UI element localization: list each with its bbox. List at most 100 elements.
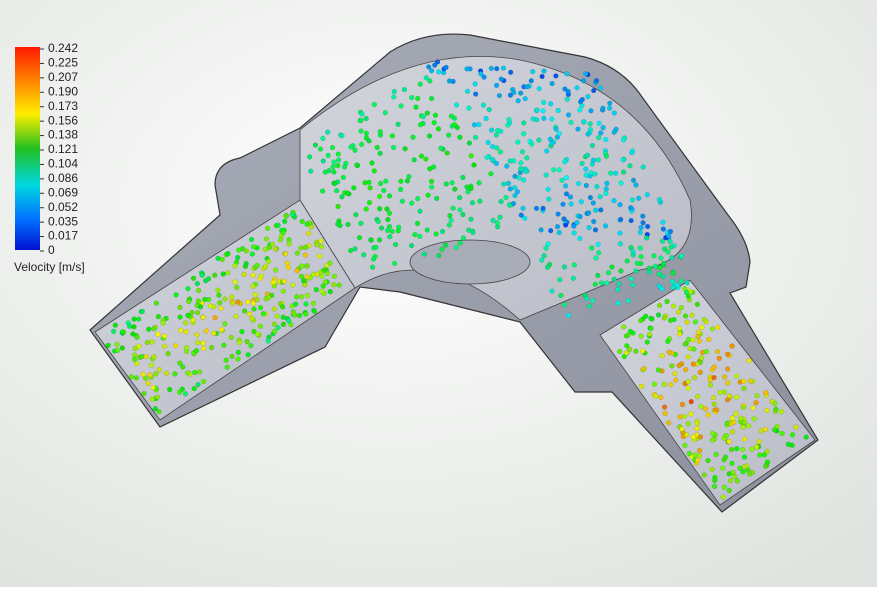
particle <box>694 420 700 426</box>
particle <box>640 220 646 226</box>
particle <box>638 318 644 324</box>
particle <box>722 454 729 460</box>
particle <box>515 139 521 145</box>
particle <box>596 120 602 126</box>
particle <box>460 212 466 218</box>
particle <box>508 69 514 75</box>
particle <box>222 321 228 327</box>
particle <box>489 127 495 133</box>
particle <box>271 306 277 312</box>
particle <box>723 432 730 439</box>
particle <box>197 369 203 375</box>
particle <box>627 163 633 169</box>
particle <box>248 343 254 349</box>
particle <box>224 364 230 370</box>
particle <box>415 196 421 202</box>
particle <box>331 282 337 288</box>
particle <box>233 313 239 320</box>
particle <box>620 169 627 175</box>
particle <box>656 302 663 309</box>
particle <box>740 469 746 475</box>
particle <box>515 98 521 104</box>
particle <box>335 221 341 227</box>
particle <box>193 348 200 354</box>
particle <box>750 405 756 411</box>
legend-tick-label: 0.173 <box>48 99 78 113</box>
particle <box>151 326 157 332</box>
particle <box>194 281 200 287</box>
particle <box>327 260 333 266</box>
particle <box>155 331 161 337</box>
particle <box>629 150 635 156</box>
particle <box>761 452 768 458</box>
particle <box>703 349 710 355</box>
particle <box>493 160 500 167</box>
particle <box>362 180 368 186</box>
particle <box>435 126 442 132</box>
particle <box>660 273 666 280</box>
particle <box>243 248 249 254</box>
particle <box>624 258 630 264</box>
particle <box>694 432 700 438</box>
particle <box>183 320 189 326</box>
particle <box>637 229 643 236</box>
particle <box>684 432 690 438</box>
particle <box>119 345 125 351</box>
particle <box>332 180 338 187</box>
particle <box>562 302 568 308</box>
particle <box>112 322 118 328</box>
particle <box>539 257 545 263</box>
particle <box>617 216 624 223</box>
particle <box>662 410 668 417</box>
particle <box>230 300 236 306</box>
legend-tick-label: 0.017 <box>48 229 78 243</box>
particle <box>598 280 605 286</box>
particle <box>289 211 295 218</box>
particle <box>685 379 691 385</box>
particle <box>150 385 156 391</box>
particle <box>119 329 126 335</box>
particle <box>145 380 151 386</box>
particle <box>583 182 589 189</box>
particle <box>596 135 602 141</box>
particle <box>373 244 379 251</box>
particle <box>327 289 333 295</box>
particle <box>271 321 278 327</box>
particle <box>697 434 704 440</box>
particle <box>656 271 662 277</box>
particle <box>245 352 251 358</box>
particle <box>565 112 572 118</box>
particle <box>585 210 592 216</box>
particle <box>559 177 565 183</box>
particle <box>447 213 453 219</box>
particle <box>539 73 545 80</box>
particle <box>510 201 517 207</box>
particle <box>378 225 385 231</box>
particle <box>460 174 466 181</box>
particle <box>160 320 166 326</box>
particle <box>620 157 626 163</box>
particle <box>468 185 474 192</box>
particle <box>282 251 289 257</box>
particle <box>320 283 326 289</box>
particle <box>493 132 500 138</box>
particle <box>250 300 257 306</box>
particle <box>641 366 647 372</box>
particle <box>203 278 209 284</box>
particle <box>603 137 609 143</box>
particle <box>567 194 574 200</box>
particle <box>611 198 617 204</box>
particle <box>356 235 363 241</box>
particle <box>544 264 551 270</box>
particle <box>363 115 369 122</box>
particle <box>548 228 554 234</box>
particle <box>438 145 444 151</box>
particle <box>426 64 432 70</box>
particle <box>520 177 527 183</box>
particle <box>560 201 566 207</box>
particle <box>686 450 692 457</box>
particle <box>584 152 591 158</box>
particle <box>483 115 489 122</box>
particle <box>730 469 736 476</box>
particle <box>470 229 476 236</box>
